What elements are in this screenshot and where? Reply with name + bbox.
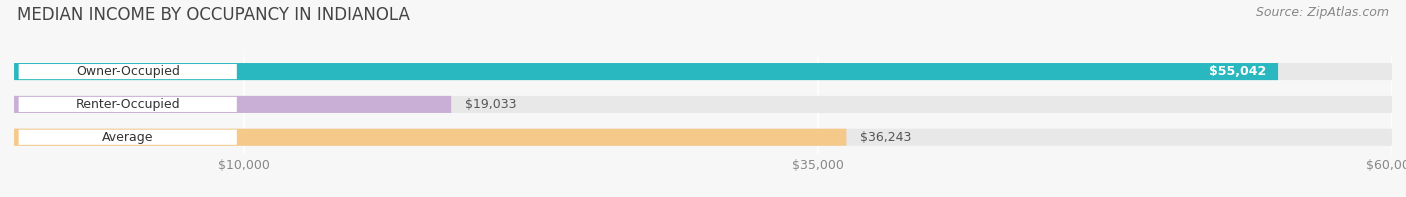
FancyBboxPatch shape	[18, 97, 236, 112]
FancyBboxPatch shape	[18, 130, 236, 145]
FancyBboxPatch shape	[18, 64, 236, 79]
Text: MEDIAN INCOME BY OCCUPANCY IN INDIANOLA: MEDIAN INCOME BY OCCUPANCY IN INDIANOLA	[17, 6, 409, 24]
FancyBboxPatch shape	[14, 63, 1278, 80]
Text: Owner-Occupied: Owner-Occupied	[76, 65, 180, 78]
FancyBboxPatch shape	[14, 96, 451, 113]
FancyBboxPatch shape	[14, 129, 846, 146]
FancyBboxPatch shape	[14, 96, 1392, 113]
Text: $19,033: $19,033	[465, 98, 516, 111]
Text: $55,042: $55,042	[1209, 65, 1267, 78]
FancyBboxPatch shape	[14, 63, 1392, 80]
Text: Source: ZipAtlas.com: Source: ZipAtlas.com	[1256, 6, 1389, 19]
Text: $36,243: $36,243	[860, 131, 911, 144]
FancyBboxPatch shape	[14, 129, 1392, 146]
Text: Renter-Occupied: Renter-Occupied	[76, 98, 180, 111]
Text: Average: Average	[103, 131, 153, 144]
